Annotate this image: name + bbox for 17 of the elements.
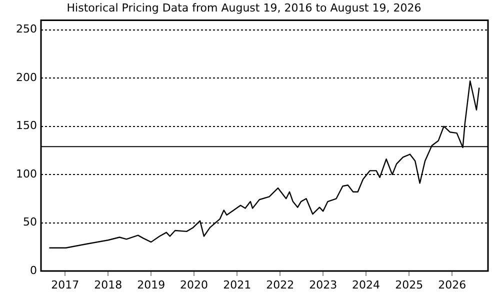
x-tick-label: 2023 <box>309 278 338 292</box>
x-tick-label: 2020 <box>180 278 208 292</box>
y-tick-label: 250 <box>16 22 37 36</box>
x-tick-label: 2025 <box>395 278 424 292</box>
y-tick-label: 0 <box>30 264 37 277</box>
y-tick-label: 100 <box>16 167 37 180</box>
y-tick-label: 50 <box>23 216 37 229</box>
y-tick-label: 150 <box>16 119 37 132</box>
x-tick-label: 2017 <box>51 278 80 292</box>
x-tick-label: 2021 <box>223 278 252 292</box>
x-tick-label: 2022 <box>266 278 294 292</box>
x-tick-label: 2018 <box>94 278 122 292</box>
x-tick-label: 2024 <box>352 278 380 292</box>
chart-title: Historical Pricing Data from August 19, 2016 to August 19, 2026 <box>66 1 422 14</box>
x-tick-label: 2019 <box>137 278 166 292</box>
y-tick-label: 200 <box>16 70 37 84</box>
x-tick-label: 2026 <box>438 278 466 292</box>
